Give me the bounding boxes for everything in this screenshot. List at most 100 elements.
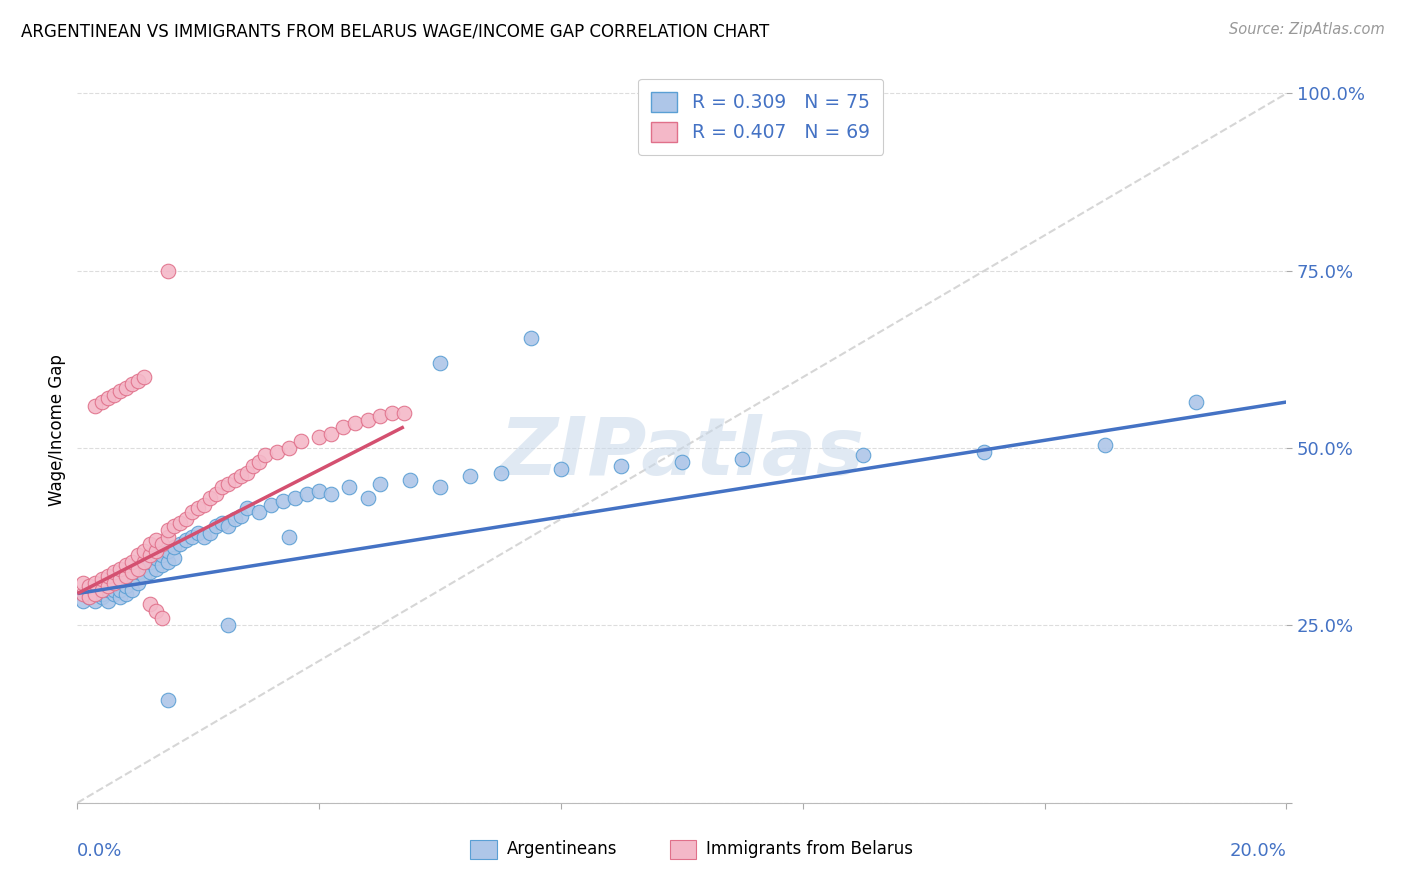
Point	[284, 491, 307, 505]
Point	[224, 473, 246, 487]
Point	[103, 566, 125, 580]
Point	[247, 505, 270, 519]
Point	[224, 512, 246, 526]
Point	[308, 430, 330, 444]
Text: Argentineans: Argentineans	[506, 840, 617, 858]
Point	[368, 476, 391, 491]
Point	[242, 458, 264, 473]
Point	[181, 505, 204, 519]
Point	[145, 533, 167, 548]
Text: 20.0%: 20.0%	[1230, 842, 1286, 860]
Point	[356, 413, 378, 427]
Text: Source: ZipAtlas.com: Source: ZipAtlas.com	[1229, 22, 1385, 37]
Point	[157, 264, 180, 278]
Point	[308, 483, 330, 498]
Point	[550, 462, 572, 476]
Point	[218, 519, 240, 533]
Point	[132, 555, 155, 569]
Point	[132, 558, 155, 573]
Point	[229, 469, 252, 483]
Point	[145, 562, 167, 576]
Point	[973, 444, 995, 458]
Point	[103, 388, 125, 402]
Point	[72, 586, 94, 600]
Point	[163, 551, 186, 566]
Point	[200, 526, 222, 541]
Point	[90, 590, 112, 604]
Point	[132, 544, 155, 558]
Point	[79, 586, 101, 600]
Y-axis label: Wage/Income Gap: Wage/Income Gap	[48, 354, 66, 507]
Point	[520, 331, 543, 345]
Point	[174, 512, 197, 526]
Point	[247, 455, 270, 469]
Point	[295, 487, 318, 501]
Point	[145, 604, 167, 618]
Point	[114, 569, 136, 583]
Point	[235, 466, 257, 480]
Point	[235, 501, 257, 516]
Point	[132, 569, 155, 583]
Point	[211, 516, 233, 530]
Point	[84, 575, 107, 590]
Point	[103, 582, 125, 597]
Point	[79, 579, 101, 593]
Point	[205, 487, 228, 501]
Point	[108, 582, 131, 597]
Point	[174, 533, 197, 548]
Point	[90, 582, 112, 597]
Point	[108, 384, 131, 399]
Point	[229, 508, 252, 523]
Point	[114, 381, 136, 395]
Point	[114, 579, 136, 593]
Point	[84, 593, 107, 607]
Point	[96, 579, 118, 593]
Point	[96, 392, 118, 406]
Point	[79, 590, 101, 604]
Bar	[669, 840, 696, 859]
Point	[271, 494, 294, 508]
Point	[108, 573, 131, 587]
Point	[429, 480, 451, 494]
Point	[157, 555, 180, 569]
Point	[90, 586, 112, 600]
Text: 0.0%: 0.0%	[77, 842, 122, 860]
Point	[193, 498, 215, 512]
Point	[381, 406, 404, 420]
Point	[1184, 395, 1206, 409]
Point	[200, 491, 222, 505]
Point	[278, 530, 301, 544]
Point	[337, 480, 360, 494]
Point	[96, 582, 118, 597]
Point	[205, 519, 228, 533]
Point	[671, 455, 693, 469]
Point	[163, 519, 186, 533]
Point	[150, 558, 173, 573]
Point	[731, 451, 754, 466]
Point	[139, 597, 162, 611]
Point	[610, 458, 633, 473]
Point	[108, 573, 131, 587]
Point	[150, 611, 173, 625]
Point	[127, 566, 149, 580]
Point	[157, 544, 180, 558]
Point	[332, 420, 354, 434]
Point	[84, 582, 107, 597]
Point	[260, 498, 283, 512]
Point	[157, 530, 180, 544]
Point	[157, 523, 180, 537]
Point	[139, 555, 162, 569]
Point	[150, 548, 173, 562]
Point	[121, 377, 143, 392]
Point	[139, 566, 162, 580]
Point	[150, 537, 173, 551]
Point	[139, 548, 162, 562]
Point	[108, 562, 131, 576]
Point	[96, 569, 118, 583]
Point	[321, 487, 343, 501]
Point	[127, 374, 149, 388]
Point	[145, 551, 167, 566]
Point	[187, 526, 209, 541]
Point	[114, 586, 136, 600]
Point	[169, 537, 191, 551]
